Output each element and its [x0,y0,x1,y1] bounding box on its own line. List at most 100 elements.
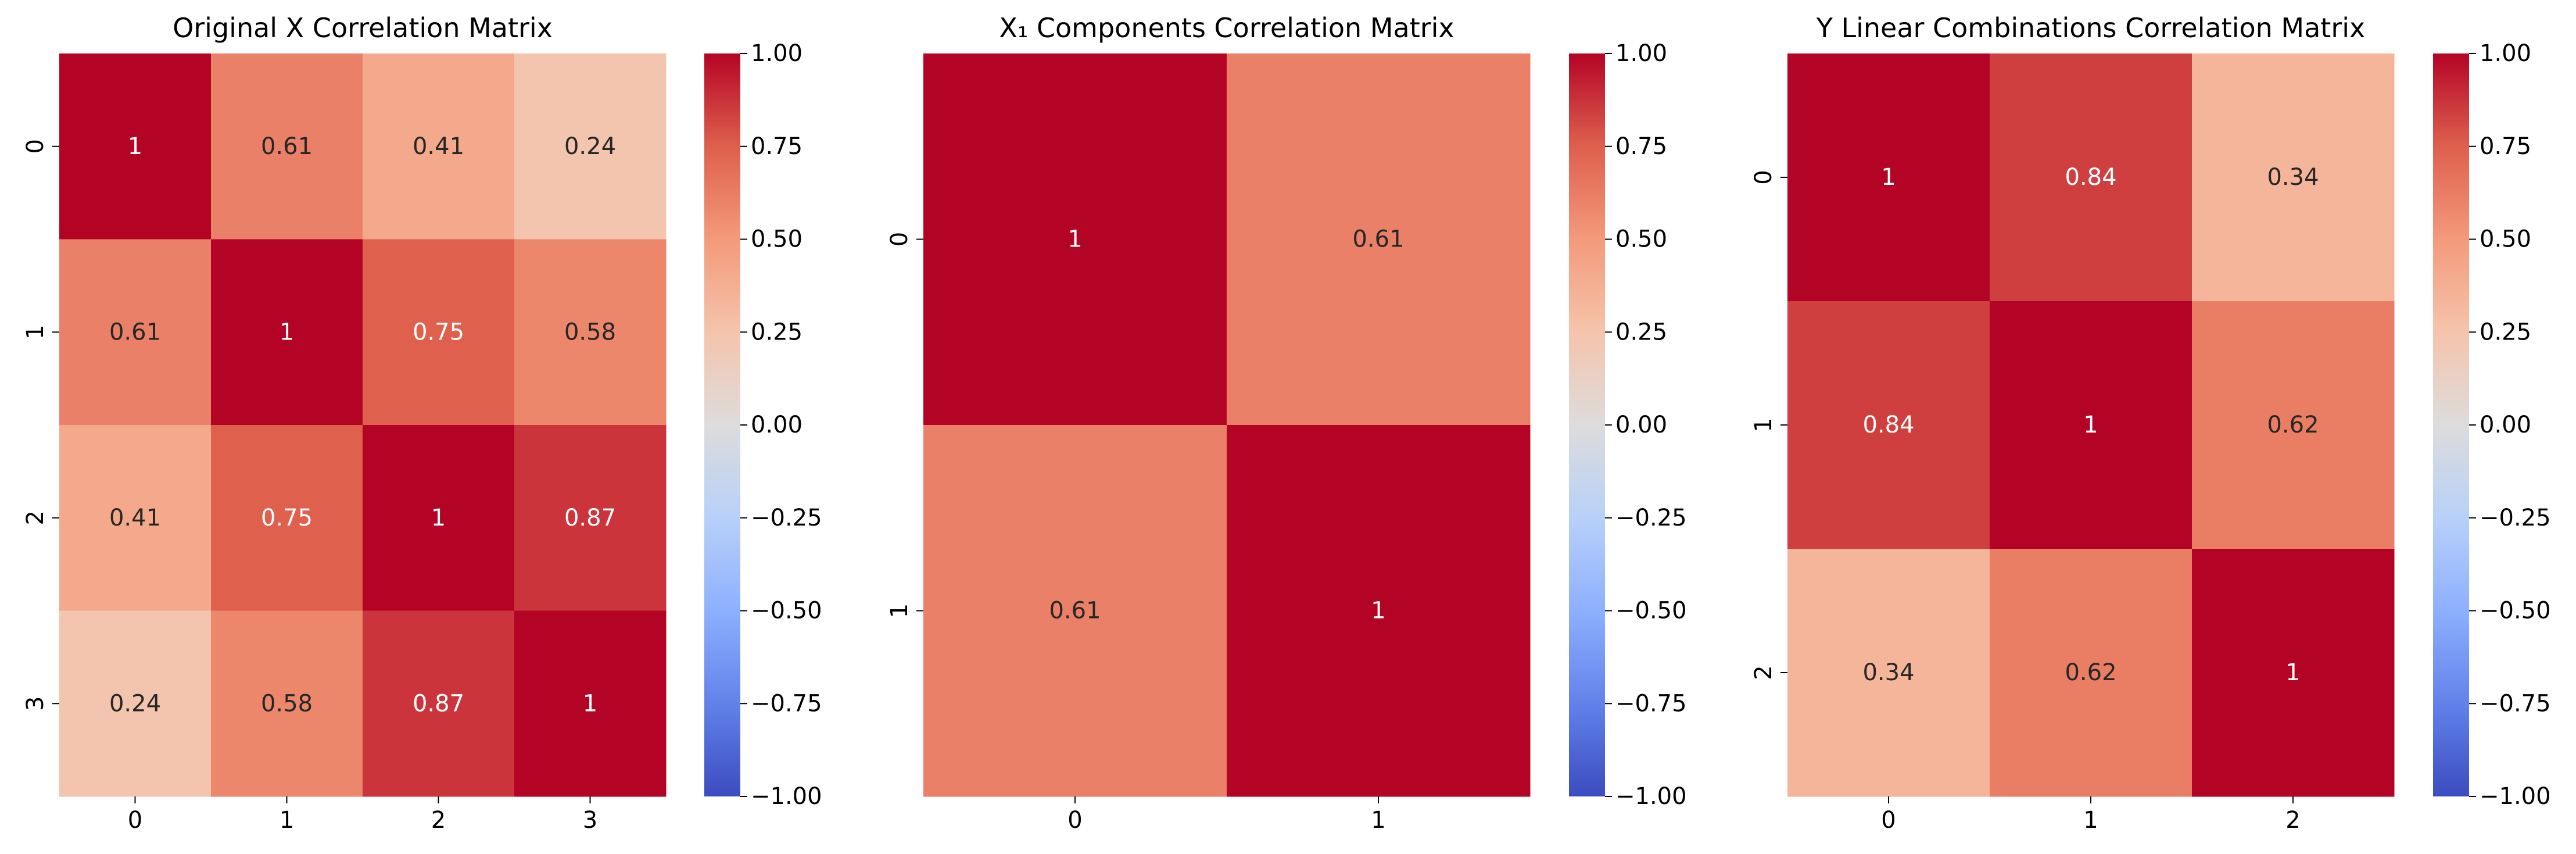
cell-value-label: 1 [280,319,294,345]
heatmap-cell [211,239,363,426]
cell-value-label: 0.24 [109,690,161,717]
colorbar-tick-label: −1.00 [1615,783,1687,810]
heatmap-cell [1787,549,1990,797]
cell-value-label: 1 [1881,164,1896,191]
colorbar-tick-label: 0.00 [751,412,802,438]
colorbar-tick-label: 0.50 [2480,226,2531,253]
colorbar [2433,53,2469,796]
y-tick-label: 3 [22,696,49,711]
heatmap-cell [514,610,667,797]
heatmap-cell [2192,301,2395,549]
colorbar-tick-label: −0.50 [2480,598,2551,624]
heatmap-cell [1227,425,1531,797]
x-tick-label: 0 [128,807,142,834]
heatmap-cell [211,610,363,797]
heatmap-cell [59,53,212,240]
heatmap-panels: Original X Correlation Matrix 1 0.61 0.41 0.… [22,12,2551,834]
colorbar-tick-label: −0.50 [751,598,822,624]
heatmap-cell [1787,301,1990,549]
colorbar-tick-label: 0.50 [1615,226,1667,253]
x-tick-label: 1 [2083,807,2098,834]
heatmap-cell [59,425,212,611]
x-tick-label: 1 [280,807,294,834]
heatmap-cell [363,610,515,797]
heatmap-cell [59,610,212,797]
colorbar-tick-label: −1.00 [751,783,822,810]
cell-value-label: 0.62 [2267,412,2319,438]
y-tick-label: 2 [1750,665,1777,680]
colorbar-tick-label: 0.25 [2480,319,2531,345]
heatmap-panel: Original X Correlation Matrix 1 0.61 0.41 0.… [22,12,822,834]
heatmap-cell [514,425,667,611]
heatmap-panel: Y Linear Combinations Correlation Matrix… [1750,12,2551,834]
heatmap-cell [1787,53,1990,302]
heatmap-cell [923,53,1227,426]
colorbar-tick-label: 0.25 [1615,319,1667,345]
colorbar [1569,53,1605,796]
cell-value-label: 0.87 [413,690,464,717]
cell-value-label: 1 [431,505,446,531]
y-tick-label: 1 [1750,417,1777,432]
cell-value-label: 0.75 [261,505,313,531]
cell-value-label: 0.58 [564,319,616,345]
cell-value-label: 0.61 [261,133,313,160]
chart-title: Original X Correlation Matrix [173,12,553,44]
heatmap-cell [363,425,515,611]
colorbar-tick-label: −0.25 [1615,505,1687,531]
heatmap-cell [1227,53,1531,426]
colorbar-tick-label: −0.50 [1615,598,1687,624]
heatmap-cell [211,425,363,611]
colorbar-tick-label: −0.75 [751,690,822,717]
colorbar-tick-label: 1.00 [2480,40,2531,67]
cell-value-label: 1 [1371,598,1385,624]
cell-value-label: 0.61 [109,319,161,345]
cell-value-label: 0.84 [2065,164,2116,191]
x-tick-label: 3 [583,807,597,834]
heatmap-cell [363,53,515,240]
cell-value-label: 0.58 [261,690,313,717]
cell-value-label: 0.75 [413,319,464,345]
heatmap-cell [1990,301,2192,549]
y-tick-label: 0 [886,232,913,246]
colorbar-tick-label: 0.00 [2480,412,2531,438]
x-tick-label: 0 [1881,807,1896,834]
y-tick-label: 0 [22,139,49,153]
cell-value-label: 0.34 [1862,659,1914,686]
x-tick-label: 2 [2285,807,2300,834]
colorbar-tick-label: −0.25 [2480,505,2551,531]
heatmap-cell [514,53,667,240]
cell-value-label: 1 [1067,226,1082,253]
cell-value-label: 0.61 [1049,598,1101,624]
colorbar-tick-label: 0.50 [751,226,802,253]
colorbar-tick-label: 0.75 [1615,133,1667,160]
cell-value-label: 0.24 [564,133,616,160]
x-tick-label: 0 [1067,807,1082,834]
colorbar-tick-label: 0.75 [751,133,802,160]
cell-value-label: 1 [2083,412,2098,438]
colorbar-tick-label: 1.00 [751,40,802,67]
y-tick-label: 1 [886,603,913,618]
cell-value-label: 0.41 [413,133,464,160]
colorbar-tick-label: 0.75 [2480,133,2531,160]
x-tick-label: 2 [431,807,446,834]
cell-value-label: 0.84 [1862,412,1914,438]
heatmap-cell [2192,53,2395,302]
colorbar-tick-label: 1.00 [1615,40,1667,67]
colorbar-tick-label: −0.75 [2480,690,2551,717]
colorbar-tick-label: 0.00 [1615,412,1667,438]
colorbar-tick-label: 0.25 [751,319,802,345]
chart-title: X₁ Components Correlation Matrix [999,12,1454,44]
x-tick-label: 1 [1371,807,1385,834]
heatmap-cell [211,53,363,240]
colorbar-tick-label: −0.25 [751,505,822,531]
colorbar-tick-label: −0.75 [1615,690,1687,717]
chart-title: Y Linear Combinations Correlation Matrix [1816,12,2366,44]
heatmap-cell [363,239,515,426]
y-tick-label: 1 [22,325,49,340]
heatmap-cell [1990,549,2192,797]
heatmap-panel: X₁ Components Correlation Matrix 1 0.61 0.6… [886,12,1687,834]
cell-value-label: 0.41 [109,505,161,531]
colorbar [704,53,740,796]
colorbar-tick-label: −1.00 [2480,783,2551,810]
